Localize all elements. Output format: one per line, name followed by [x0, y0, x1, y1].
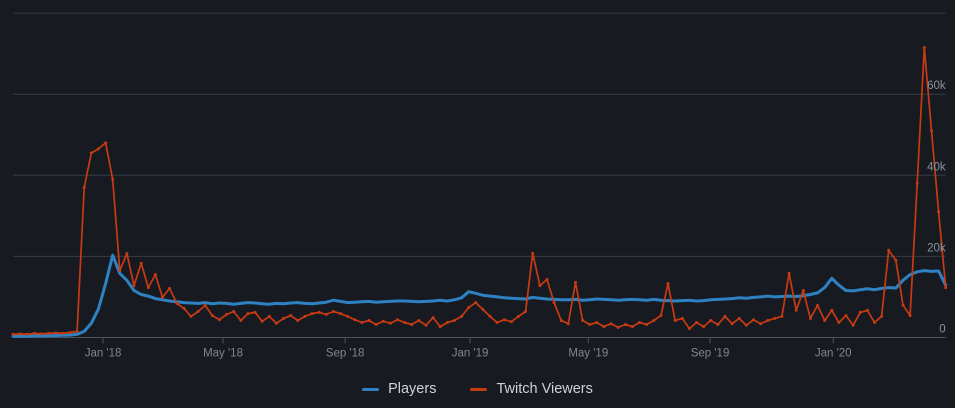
svg-text:May '18: May '18	[203, 348, 243, 360]
svg-text:40k: 40k	[927, 161, 946, 173]
svg-text:Jan '20: Jan '20	[815, 348, 852, 360]
svg-text:Sep '18: Sep '18	[326, 348, 365, 360]
svg-text:60k: 60k	[927, 80, 946, 92]
players-line-swatch	[362, 387, 380, 391]
svg-text:20k: 20k	[927, 242, 946, 254]
legend-item-players[interactable]: Players	[362, 382, 436, 397]
y-gridlines	[13, 12, 946, 257]
svg-text:May '19: May '19	[568, 348, 608, 360]
twitch-viewers-line-swatch	[470, 387, 488, 391]
svg-text:Jan '18: Jan '18	[85, 348, 122, 360]
svg-text:Jan '19: Jan '19	[452, 348, 489, 360]
twitch-viewers-line	[12, 46, 947, 336]
svg-text:0: 0	[939, 324, 945, 336]
x-axis-labels: Jan '18 May '18 Sep '18 Jan '19 May '19 Sep '…	[85, 348, 852, 360]
y-axis-labels: 0 20k 40k 60k	[927, 80, 946, 335]
players-line	[11, 253, 948, 338]
players-legend-label: Players	[388, 380, 437, 397]
svg-text:Sep '19: Sep '19	[691, 348, 730, 360]
chart-legend: Players Twitch Viewers	[0, 378, 955, 400]
x-axis-ticks	[102, 337, 834, 344]
twitch-viewers-legend-label: Twitch Viewers	[496, 380, 593, 397]
twitch-viewers-markers	[11, 46, 948, 336]
legend-item-twitch-viewers[interactable]: Twitch Viewers	[470, 380, 593, 397]
